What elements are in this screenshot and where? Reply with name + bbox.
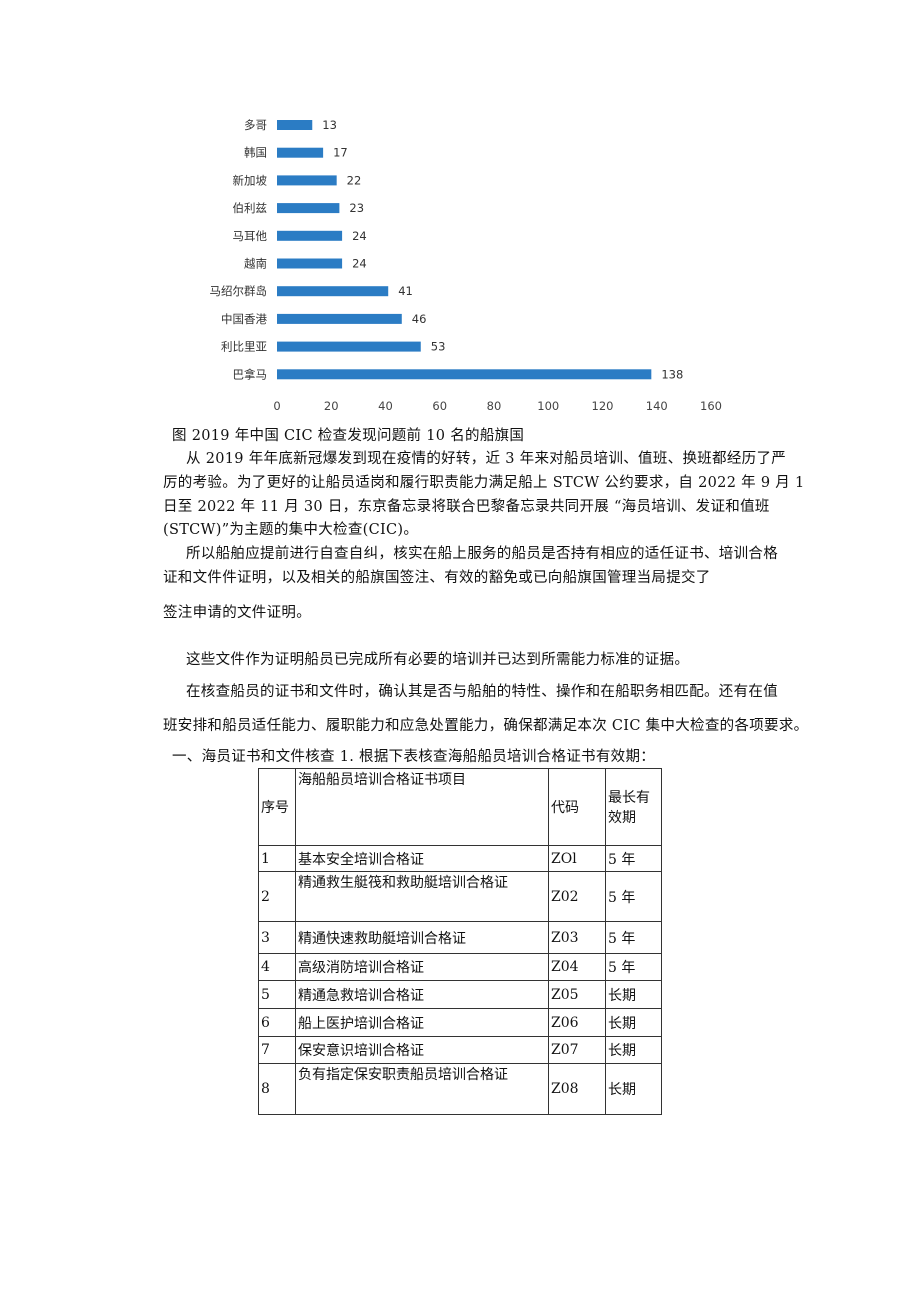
- data-label: 13: [322, 118, 337, 132]
- bar-chart: 多哥 13 韩国 17 新加坡 22 伯利兹 23 马耳他 24 越南 24 马绍尔群岛 41 中国香港 46…: [210, 118, 722, 413]
- data-label: 53: [431, 340, 446, 354]
- paragraph-line: 日至 2022 年 11 月 30 日，东京备忘录将联合巴黎备忘录共同开展 “海…: [163, 499, 770, 515]
- table-cell: Z03: [548, 921, 606, 954]
- table-cell: ZOl: [548, 845, 606, 872]
- table-cell: 长期: [605, 1063, 662, 1115]
- table-row: 7 保安意识培训合格证 Z07 长期: [258, 1036, 662, 1064]
- table-cell: 海船船员培训合格证书项目: [295, 768, 549, 846]
- bar: [277, 341, 421, 352]
- paragraph-line: 从 2019 年年底新冠爆发到现在疫情的好转，近 3 年来对船员培训、值班、换班…: [186, 451, 787, 467]
- table-cell: 高级消防培训合格证: [295, 953, 549, 981]
- x-tick-label: 160: [700, 399, 722, 413]
- bar: [277, 313, 402, 324]
- table-cell: 序号: [258, 768, 296, 846]
- x-tick-label: 120: [592, 399, 614, 413]
- data-label: 138: [661, 367, 683, 381]
- table-cell: 2: [258, 871, 296, 922]
- table-cell: Z07: [548, 1036, 606, 1064]
- data-label: 24: [352, 229, 367, 243]
- paragraph-line: (STCW)”为主题的集中大检查(CIC)。: [163, 522, 419, 538]
- table-cell: 长期: [605, 1036, 662, 1064]
- table-row: 4 高级消防培训合格证 Z04 5 年: [258, 953, 662, 981]
- table-row: 1 基本安全培训合格证 ZOl 5 年: [258, 845, 662, 872]
- category-label: 巴拿马: [233, 367, 268, 381]
- data-label: 23: [349, 201, 364, 215]
- bar: [277, 147, 324, 158]
- category-label: 伯利兹: [233, 201, 268, 215]
- table-cell: 5 年: [605, 921, 662, 954]
- table-cell: 5 年: [605, 845, 662, 872]
- data-label: 17: [333, 146, 348, 160]
- table-cell: Z04: [548, 953, 606, 981]
- paragraph-line: 班安排和船员适任能力、履职能力和应急处置能力，确保都满足本次 CIC 集中大检查…: [163, 718, 809, 734]
- paragraph-line: 这些文件作为证明船员已完成所有必要的培训并已达到所需能力标准的证据。: [186, 652, 690, 668]
- table-row: 8 负有指定保安职责船员培训合格证 Z08 长期: [258, 1063, 662, 1115]
- bar: [277, 203, 340, 214]
- table-cell: 7: [258, 1036, 296, 1064]
- x-tick-label: 140: [646, 399, 668, 413]
- category-label: 多哥: [244, 118, 267, 132]
- table-cell: 最长有效期: [605, 768, 662, 846]
- table-cell: 6: [258, 1008, 296, 1037]
- x-tick-label: 80: [487, 399, 502, 413]
- table-cell: 5 年: [605, 953, 662, 981]
- paragraph-line: 一、海员证书和文件核查 1. 根据下表核查海船船员培训合格证书有效期：: [172, 749, 656, 765]
- paragraph-line: 所以船舶应提前进行自查自纠，核实在船上服务的船员是否持有相应的适任证书、培训合格: [186, 546, 778, 562]
- table-cell: 代码: [548, 768, 606, 846]
- category-label: 马绍尔群岛: [210, 284, 268, 298]
- bar: [277, 258, 343, 269]
- table-cell: Z05: [548, 980, 606, 1009]
- table-cell: 船上医护培训合格证: [295, 1008, 549, 1037]
- category-label: 新加坡: [233, 173, 268, 187]
- table-row: 6 船上医护培训合格证 Z06 长期: [258, 1008, 662, 1037]
- table-cell: 4: [258, 953, 296, 981]
- paragraph-line: 签注申请的文件证明。: [163, 605, 311, 621]
- table-cell: Z06: [548, 1008, 606, 1037]
- data-label: 22: [347, 173, 362, 187]
- bar: [277, 175, 337, 186]
- x-tick-label: 0: [273, 399, 280, 413]
- category-label: 马耳他: [233, 229, 268, 243]
- table-cell: 长期: [605, 1008, 662, 1037]
- figure-caption: 图 2019 年中国 CIC 检查发现问题前 10 名的船旗国: [172, 428, 525, 444]
- x-tick-label: 40: [378, 399, 393, 413]
- table-cell: 5: [258, 980, 296, 1009]
- table-cell: 8: [258, 1063, 296, 1115]
- table-cell: 负有指定保安职责船员培训合格证: [295, 1063, 549, 1115]
- category-label: 越南: [244, 257, 267, 271]
- bar: [277, 286, 389, 297]
- data-label: 46: [412, 312, 427, 326]
- table-cell: Z08: [548, 1063, 606, 1115]
- table-cell: 长期: [605, 980, 662, 1009]
- bar: [277, 230, 343, 241]
- category-label: 中国香港: [221, 312, 267, 326]
- table-row: 2 精通救生艇筏和救助艇培训合格证 Z02 5 年: [258, 871, 662, 922]
- x-tick-label: 100: [537, 399, 559, 413]
- table-cell: 精通急救培训合格证: [295, 980, 549, 1009]
- table-cell: 基本安全培训合格证: [295, 845, 549, 872]
- data-label: 41: [398, 284, 413, 298]
- category-label: 利比里亚: [221, 340, 267, 354]
- table-cell: 5 年: [605, 871, 662, 922]
- x-tick-label: 60: [432, 399, 447, 413]
- x-tick-label: 20: [324, 399, 339, 413]
- table-cell: 精通快速救助艇培训合格证: [295, 921, 549, 954]
- table-row: 3 精通快速救助艇培训合格证 Z03 5 年: [258, 921, 662, 954]
- table-row: 5 精通急救培训合格证 Z05 长期: [258, 980, 662, 1009]
- certificate-table: 序号 海船船员培训合格证书项目 代码 最长有效期 1 基本安全培训合格证 ZOl 5 年 2 精通…: [258, 768, 662, 1115]
- category-label: 韩国: [244, 146, 267, 160]
- bar: [277, 369, 652, 380]
- paragraph-line: 证和文件件证明，以及相关的船旗国签注、有效的豁免或已向船旗国管理当局提交了: [163, 570, 711, 586]
- table-cell: 3: [258, 921, 296, 954]
- paragraph-line: 厉的考验。为了更好的让船员适岗和履行职责能力满足船上 STCW 公约要求，自 2…: [163, 475, 805, 491]
- paragraph-line: 在核查船员的证书和文件时，确认其是否与船舶的特性、操作和在船职务相匹配。还有在值: [186, 684, 778, 700]
- table-cell: Z02: [548, 871, 606, 922]
- table-header-row: 序号 海船船员培训合格证书项目 代码 最长有效期: [258, 768, 662, 846]
- data-label: 24: [352, 257, 367, 271]
- table-cell: 保安意识培训合格证: [295, 1036, 549, 1064]
- table-cell: 1: [258, 845, 296, 872]
- bar: [277, 120, 313, 130]
- table-cell: 精通救生艇筏和救助艇培训合格证: [295, 871, 549, 922]
